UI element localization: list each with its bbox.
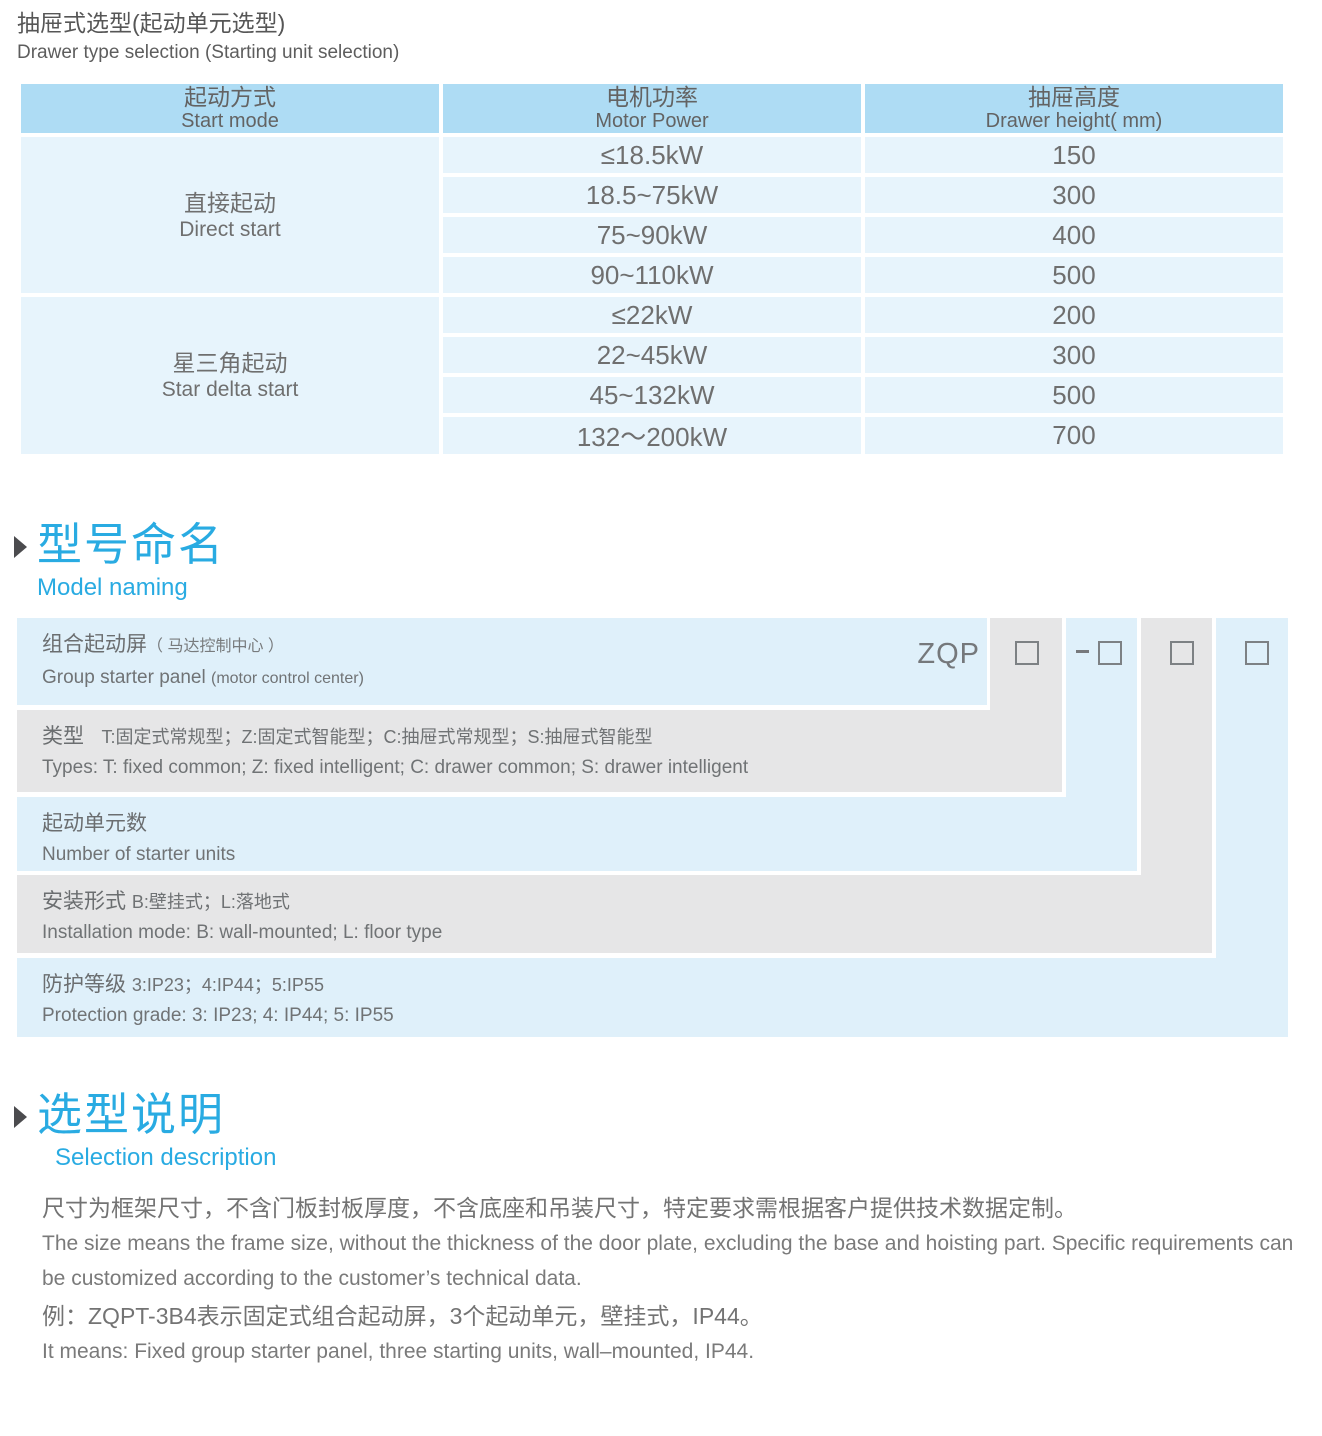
diagram-row-zh: 组合起动屏（ 马达控制中心 ） — [42, 633, 284, 656]
start-mode-cell-star-delta: 星三角起动 Star delta start — [21, 297, 439, 454]
power-cell: 45~132kW — [443, 377, 861, 413]
table-row: 75~90kW 400 — [21, 217, 1283, 253]
diagram-row-protection-grade: 防护等级 3:IP23；4:IP44；5:IP55 Protection gra… — [17, 958, 1288, 1037]
power-cell: ≤18.5kW — [443, 137, 861, 173]
section-heading-zh: 型号命名 — [37, 519, 226, 570]
mode-label-zh: 星三角起动 — [172, 350, 288, 376]
example-en: It means: Fixed group starter panel, thr… — [42, 1340, 755, 1363]
model-naming-diagram: 组合起动屏（ 马达控制中心 ） Group starter panel (mot… — [17, 618, 1288, 1040]
power-cell: 18.5~75kW — [443, 177, 861, 213]
table-row: 18.5~75kW 300 — [21, 177, 1283, 213]
height-cell: 300 — [865, 337, 1283, 373]
section-heading-en: Selection description — [55, 1144, 277, 1171]
diagram-row-en: Installation mode: B: wall-mounted; L: f… — [42, 922, 443, 943]
diagram-row-number-of-units: 起动单元数 Number of starter units — [17, 797, 1137, 871]
column-header-en: Start mode — [181, 110, 279, 132]
diagram-row-installation-mode: 安装形式 B:壁挂式；L:落地式 Installation mode: B: w… — [17, 875, 1212, 953]
page-title-zh: 抽屉式选型(起动单元选型) — [17, 10, 286, 36]
placeholder-box-icon — [1098, 641, 1122, 665]
height-cell: 200 — [865, 297, 1283, 333]
diagram-row-en: Types: T: fixed common; Z: fixed intelli… — [42, 757, 749, 778]
height-cell: 400 — [865, 217, 1283, 253]
height-cell: 300 — [865, 177, 1283, 213]
start-mode-cell-direct: 直接起动 Direct start — [21, 137, 439, 293]
diagram-row-en: Number of starter units — [42, 844, 236, 865]
model-prefix-label: ZQP — [917, 638, 980, 670]
diagram-row-text: 安装形式 B:壁挂式；L:落地式 Installation mode: B: w… — [17, 875, 1212, 946]
column-header-zh: 起动方式 — [184, 84, 276, 110]
section-heading-text: 型号命名 Model naming — [37, 520, 225, 602]
diagram-row-zh: 防护等级 3:IP23；4:IP44；5:IP55 — [42, 973, 324, 996]
mode-label-en: Star delta start — [161, 378, 299, 401]
table-row: 星三角起动 Star delta start ≤22kW 200 — [21, 297, 1283, 454]
power-cell: 22~45kW — [443, 337, 861, 373]
section-model-naming-heading: 型号命名 Model naming — [14, 520, 225, 602]
power-cell: 75~90kW — [443, 217, 861, 253]
column-header-start-mode: 起动方式 Start mode — [21, 84, 439, 133]
diagram-row-zh: 类型 T:固定式常规型；Z:固定式智能型；C:抽屉式常规型；S:抽屉式智能型 — [42, 725, 653, 748]
placeholder-box-icon — [1170, 641, 1194, 665]
power-cell: 90~110kW — [443, 257, 861, 293]
diagram-row-text: 防护等级 3:IP23；4:IP44；5:IP55 Protection gra… — [17, 958, 1288, 1029]
selection-description-paragraphs: 尺寸为框架尺寸，不含门板封板厚度，不含底座和吊装尺寸，特定要求需根据客户提供技术… — [42, 1192, 1294, 1369]
description-en: The size means the frame size, without t… — [42, 1232, 1294, 1290]
table-row: 90~110kW 500 — [21, 257, 1283, 293]
diagram-row-zh: 起动单元数 — [42, 812, 147, 835]
height-cell: 500 — [865, 377, 1283, 413]
diagram-row-en: Group starter panel (motor control cente… — [42, 667, 364, 688]
diagram-row-text: 起动单元数 Number of starter units — [17, 797, 1137, 868]
description-zh: 尺寸为框架尺寸，不含门板封板厚度，不含底座和吊装尺寸，特定要求需根据客户提供技术… — [42, 1195, 1077, 1221]
diagram-row-text: 类型 T:固定式常规型；Z:固定式智能型；C:抽屉式常规型；S:抽屉式智能型 T… — [17, 710, 1062, 781]
diagram-row-text: 组合起动屏（ 马达控制中心 ） Group starter panel (mot… — [17, 618, 987, 692]
column-header-motor-power: 电机功率 Motor Power — [443, 84, 861, 133]
column-header-zh: 电机功率 — [606, 84, 698, 110]
page-title-en: Drawer type selection (Starting unit sel… — [17, 42, 400, 63]
section-heading-text: 选型说明 Selection description — [37, 1090, 276, 1172]
column-header-en: Motor Power — [595, 110, 709, 132]
table-row: 45~132kW 500 — [21, 377, 1283, 413]
dash-icon — [1076, 650, 1089, 653]
diagram-row-en: Protection grade: 3: IP23; 4: IP44; 5: I… — [42, 1005, 394, 1026]
mode-label-en: Direct start — [179, 217, 281, 241]
table-row: 22~45kW 300 — [21, 337, 1283, 373]
table-row: 132～200kW 700 — [21, 417, 1283, 454]
placeholder-box-icon — [1245, 641, 1269, 665]
diagram-row-types: 类型 T:固定式常规型；Z:固定式智能型；C:抽屉式常规型；S:抽屉式智能型 T… — [17, 710, 1062, 792]
section-marker-icon — [14, 536, 27, 558]
example-zh: 例：ZQPT-3B4表示固定式组合起动屏，3个起动单元，壁挂式，IP44。 — [42, 1303, 763, 1329]
diagram-row-group-starter-panel: 组合起动屏（ 马达控制中心 ） Group starter panel (mot… — [17, 618, 987, 705]
power-cell: ≤22kW — [443, 297, 861, 333]
height-cell: 150 — [865, 137, 1283, 173]
mode-label-zh: 直接起动 — [184, 189, 276, 216]
drawer-selection-table: 起动方式 Start mode 电机功率 Motor Power 抽屉高度 Dr… — [17, 80, 1287, 458]
height-cell: 500 — [865, 257, 1283, 293]
page-title: 抽屉式选型(起动单元选型) Drawer type selection (Sta… — [17, 8, 399, 66]
power-cell: 132～200kW — [443, 417, 861, 454]
section-selection-description-heading: 选型说明 Selection description — [14, 1090, 276, 1172]
section-marker-icon — [14, 1106, 27, 1128]
section-heading-zh: 选型说明 — [37, 1089, 226, 1140]
placeholder-box-icon — [1015, 641, 1039, 665]
table-header-row: 起动方式 Start mode 电机功率 Motor Power 抽屉高度 Dr… — [21, 84, 1283, 133]
table-row: 直接起动 Direct start ≤18.5kW 150 — [21, 137, 1283, 293]
column-header-en: Drawer height( mm) — [985, 110, 1163, 132]
section-heading-en: Model naming — [37, 574, 188, 601]
column-header-drawer-height: 抽屉高度 Drawer height( mm) — [865, 84, 1283, 133]
column-header-zh: 抽屉高度 — [1028, 84, 1120, 110]
height-cell: 700 — [865, 417, 1283, 454]
diagram-row-zh: 安装形式 B:壁挂式；L:落地式 — [42, 890, 290, 913]
